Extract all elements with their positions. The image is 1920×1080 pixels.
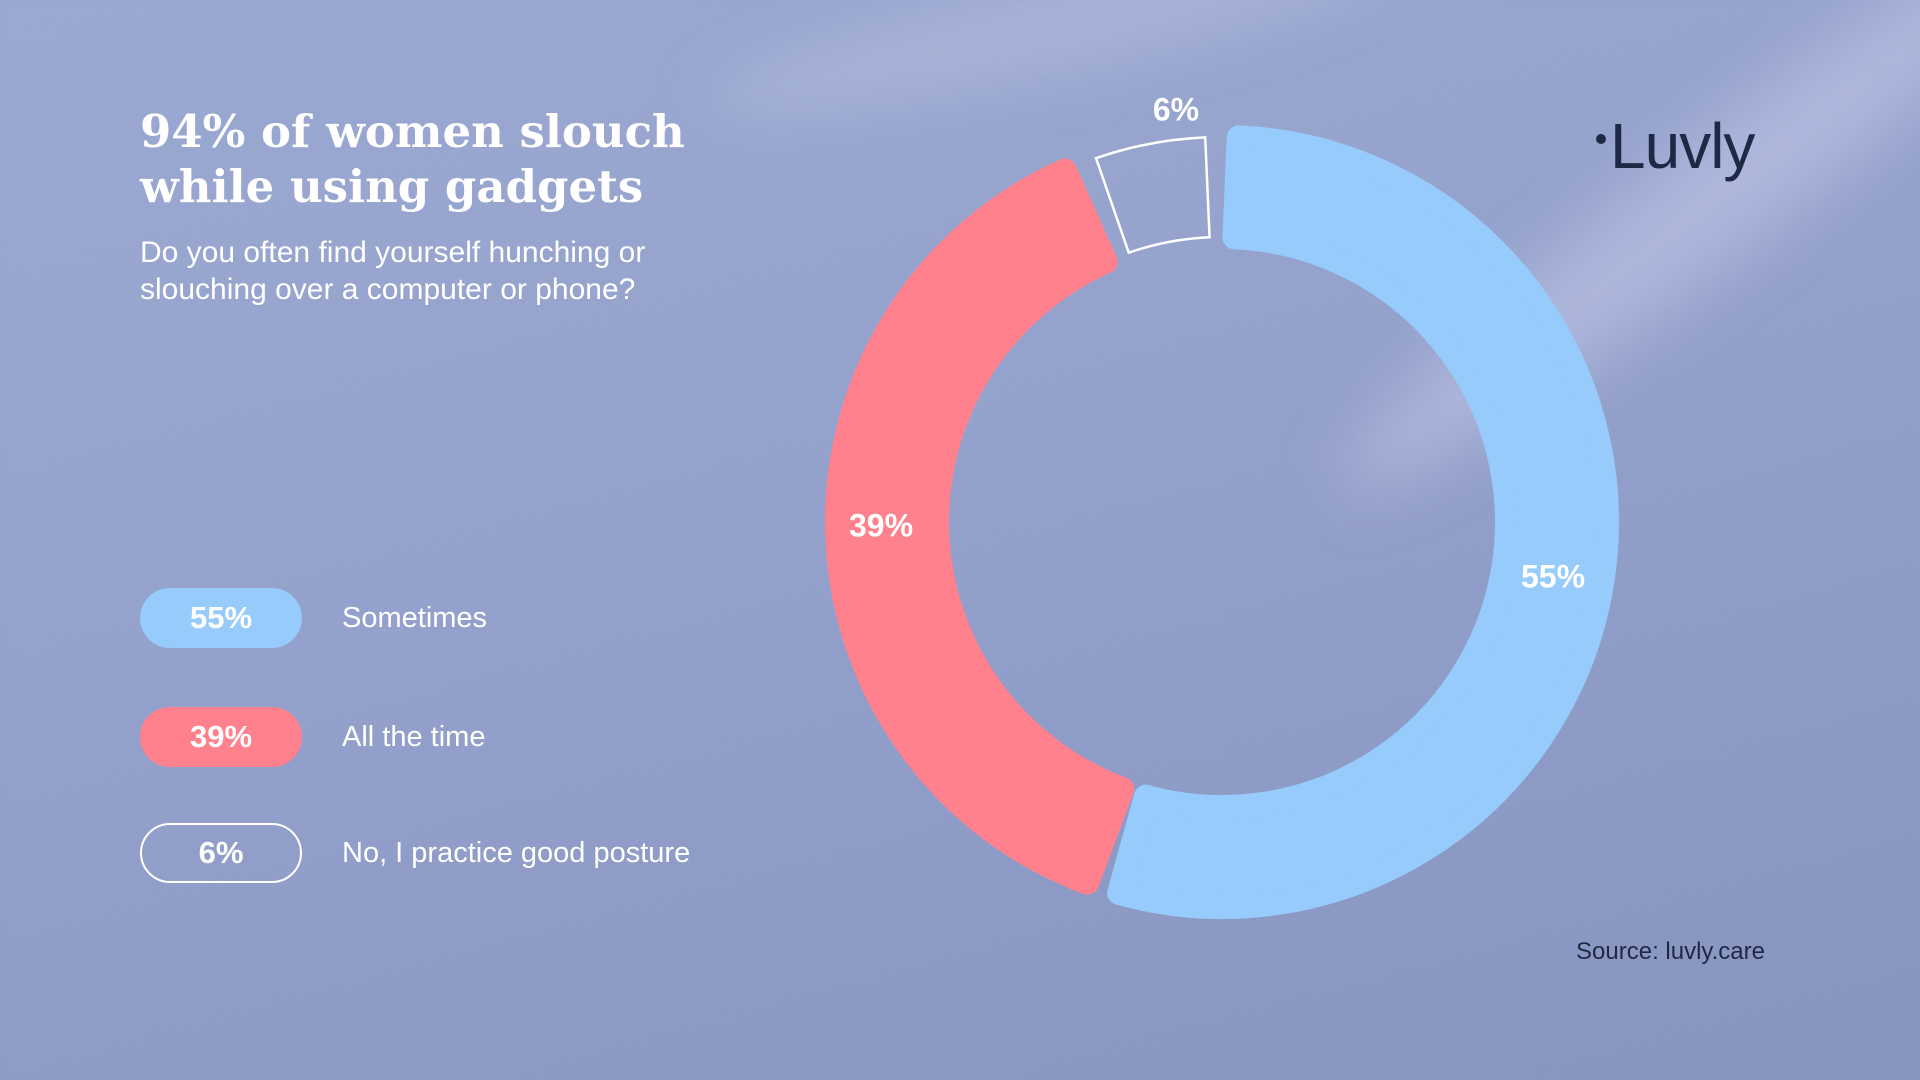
logo-text: Luvly xyxy=(1610,110,1755,182)
logo-dot xyxy=(1596,134,1606,145)
slice-all-the-time-label: 39% xyxy=(849,507,913,543)
legend-label-all-the-time: All the time xyxy=(342,721,486,753)
legend-label-sometimes: Sometimes xyxy=(342,602,488,634)
slice-no-label: 6% xyxy=(1153,91,1199,127)
slice-all-the-time xyxy=(825,158,1135,895)
legend-item-no: 6% No, I practice good posture xyxy=(140,823,860,883)
legend-pill-sometimes: 55% xyxy=(140,588,302,648)
chart-subtitle: Do you often find yourself hunching or s… xyxy=(140,236,646,306)
legend-label-no: No, I practice good posture xyxy=(342,837,691,869)
slice-no xyxy=(1094,136,1211,255)
slice-sometimes xyxy=(1107,125,1619,919)
luvly-logo: Luvly xyxy=(1596,106,1755,186)
legend-item-sometimes: 55% Sometimes xyxy=(140,588,860,648)
legend-item-all-the-time: 39% All the time xyxy=(140,707,860,767)
legend-pill-all-the-time: 39% xyxy=(140,707,302,767)
chart-title: 94% of women slouch while using gadgets xyxy=(140,105,685,213)
source-note: Source: luvly.care xyxy=(1576,938,1765,965)
slice-sometimes-label: 55% xyxy=(1521,558,1585,594)
legend-pill-no: 6% xyxy=(140,823,302,883)
